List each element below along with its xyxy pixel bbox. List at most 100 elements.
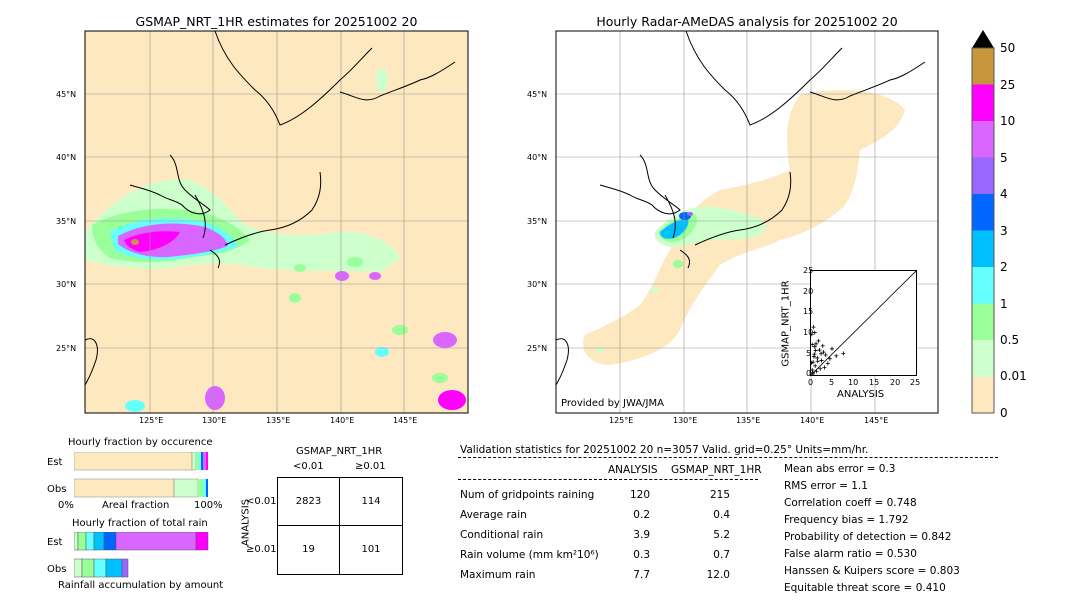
colorbar-tick-5: 5 [1000,151,1008,165]
score-correlation: Correlation coeff = 0.748 [784,497,917,509]
left-grid [85,31,468,413]
occurrence-bars [74,452,208,498]
scatter-point [813,363,818,368]
contingency-table: 2823 114 19 101 [277,477,403,575]
occurrence-est-seg-5 [203,452,206,470]
left-coastline [84,30,456,386]
left-cell-2 [369,272,381,280]
total-obs-seg-4 [121,558,129,578]
right-lon-label-130: 130°E [673,416,698,425]
stat-row-analysis: 7.7 [633,569,650,581]
contingency-cell-10: 19 [302,544,315,555]
validation-header: Validation statistics for 20251002 20 n=… [460,444,869,456]
score-pod: Probability of detection = 0.842 [784,531,952,543]
right-cell-3 [596,347,604,353]
scatter-ytick-10: 10 [803,328,814,337]
occurrence-est-seg-6 [206,452,208,470]
left-cell-7 [375,347,389,357]
colorbar-segment [972,340,994,377]
contingency-col-ge: ≥0.01 [355,461,386,472]
stat-row-label: Rain volume (mm km²10⁶) [460,549,599,561]
scatter-point [822,365,827,370]
scatter-xtick-5: 5 [829,378,835,387]
left-lon-label-135: 135°E [266,416,291,425]
scatter-diagonal [810,270,917,376]
colorbar [971,30,995,414]
scatter-point [817,348,822,353]
total-obs-seg-0 [74,558,83,578]
scatter-point [834,353,839,358]
stat-row-analysis: 0.2 [633,509,650,521]
left-lat-label-30: 30°N [56,280,77,289]
scatter-ytick-15: 15 [803,307,814,316]
stat-row-analysis: 0.3 [633,549,650,561]
scatter-point [818,366,823,371]
scatter-point [811,354,816,359]
scatter-point [841,351,846,356]
right-lat-label-25: 25°N [527,344,548,353]
left-cell-13 [376,68,388,92]
left-lon-label-125: 125°E [139,416,164,425]
total-rain-est-label: Est [47,537,63,548]
validation-rule-top [458,457,998,458]
scatter-point [820,343,825,348]
colorbar-segment [972,376,994,413]
left-lon-label-140: 140°E [330,416,355,425]
colorbar-tick-1: 1 [1000,297,1008,311]
colorbar-segment [972,267,994,304]
colorbar-tick-0p01: 0.01 [1000,369,1027,383]
occurrence-obs-seg-2 [198,479,203,497]
stat-row-gsmap: 215 [709,489,730,501]
total-obs-seg-3 [105,558,123,578]
contingency-hline [278,525,402,526]
left-rain-50mm [131,239,139,245]
scatter-point [830,346,834,351]
scatter-xtick-10: 10 [848,378,859,387]
total-est-seg-1 [77,532,87,551]
colorbar-segment [972,121,994,158]
right-cell-2 [651,287,659,293]
scatter-point [814,341,819,346]
right-lon-label-135: 135°E [736,416,761,425]
scatter-ytick-5: 5 [806,349,812,358]
left-cell-12 [392,325,408,335]
scatter-inset [809,270,917,376]
occurrence-est-seg-2 [196,452,199,470]
total-rain-bars [74,532,209,578]
total-est-seg-3 [93,532,105,551]
scatter-point [823,353,828,358]
total-est-seg-4 [103,532,117,551]
left-lat-label-25: 25°N [56,344,77,353]
right-lat-label-35: 35°N [527,217,548,226]
right-rain-3mm [660,218,689,239]
validation-rule-cols [458,479,758,480]
colorbar-tick-25: 25 [1000,78,1016,92]
colorbar-segment [972,194,994,231]
contingency-cell-00: 2823 [295,496,322,507]
colorbar-tick-3: 3 [1000,224,1008,238]
scatter-xtick-15: 15 [869,378,880,387]
left-cell-9 [205,386,225,410]
contingency-row-lt: <0.01 [246,496,277,507]
scatter-point [815,355,820,360]
left-rain-25mm [124,231,180,252]
scatter-point [812,330,817,335]
stat-row-analysis: 120 [629,489,650,501]
stat-row-gsmap: 5.2 [713,529,730,541]
scatter-point [810,368,815,373]
total-obs-seg-1 [81,558,95,578]
score-hk: Hanssen & Kuipers score = 0.803 [784,565,960,577]
occurrence-est-label: Est [47,457,63,468]
scatter-point [827,356,832,361]
total-obs-seg-2 [93,558,107,578]
scatter-point [813,348,818,353]
validation-col-gsmap: GSMAP_NRT_1HR [671,464,762,476]
stat-row-label: Average rain [460,509,527,521]
contingency-cell-01: 114 [361,496,381,507]
occurrence-est-seg-1 [191,452,197,471]
scatter-point [809,332,814,337]
occurrence-est-seg-0 [74,452,193,471]
colorbar-segment [972,303,994,340]
total-est-seg-6 [195,532,209,551]
